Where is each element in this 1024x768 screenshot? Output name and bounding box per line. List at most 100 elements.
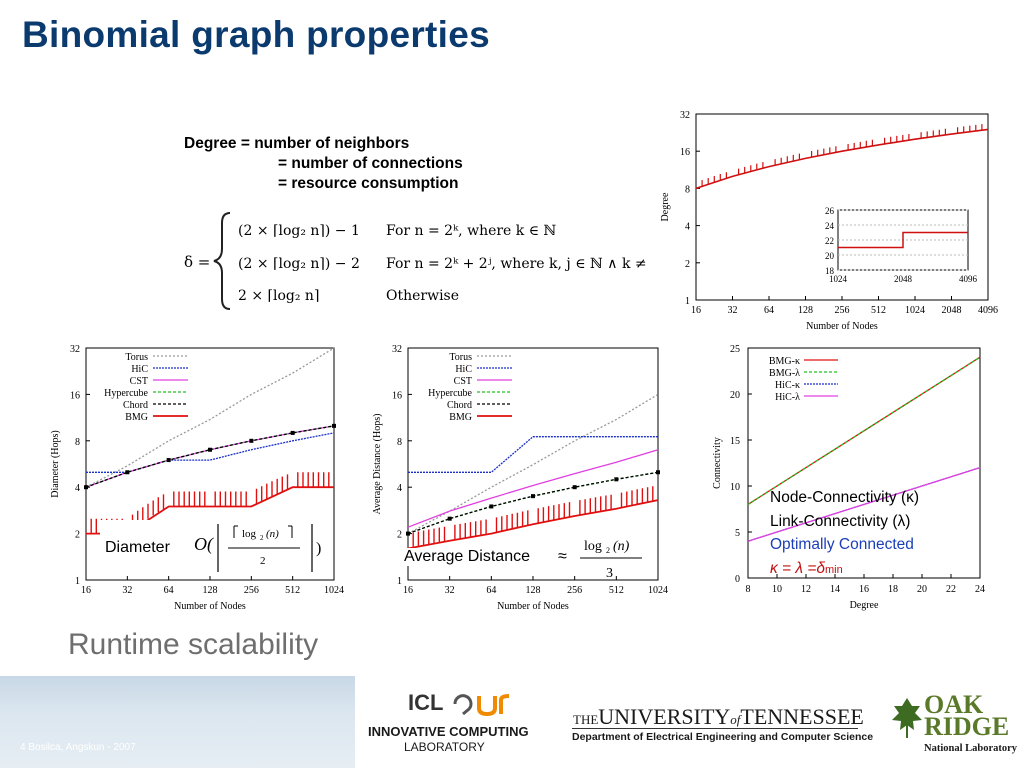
point-chord — [531, 494, 535, 499]
x-tick-label: 18 — [888, 584, 898, 595]
x-tick-label: 128 — [526, 585, 541, 596]
legend-label: CST — [130, 376, 148, 387]
y-tick-label: 32 — [392, 344, 402, 355]
ut-wordmark: THEUNIVERSITYofTENNESSEE — [573, 704, 864, 730]
legend-label: Torus — [125, 352, 148, 363]
legend-label: BMG — [125, 412, 148, 423]
y-tick-label: 0 — [735, 574, 740, 585]
point-chord — [290, 430, 295, 435]
y-tick-label: 8 — [685, 184, 690, 195]
ut-tennessee: TENNESSEE — [740, 704, 864, 729]
avgdist-formula: Average Distance ≈ log 2 (n) 3 — [402, 530, 652, 582]
legend-label: HiC — [131, 364, 148, 375]
legend-label: HiC — [455, 364, 472, 375]
degree-formula: δ = (2 × ⌈log₂ n⌉) − 1 For n = 2ᵏ, where… — [184, 212, 647, 310]
x-tick-label: 256 — [567, 585, 582, 596]
legend-label: BMG-κ — [769, 356, 800, 367]
formula-delta: δ = — [184, 253, 210, 271]
ut-university: UNIVERSITY — [598, 704, 731, 729]
legend-label: Torus — [449, 352, 472, 363]
diameter-o: O( — [194, 534, 213, 554]
y-tick-label: 2 — [397, 530, 402, 541]
inset-y-tick-label: 22 — [825, 236, 834, 246]
y-tick-label: 16 — [392, 390, 402, 401]
ut-divider — [572, 728, 858, 729]
series-hic — [408, 436, 658, 473]
connectivity-notes: Node-Connectivity (κ) Link-Connectivity … — [770, 486, 919, 582]
icl-logo: ICL — [408, 690, 513, 718]
x-tick-label: 512 — [285, 585, 300, 596]
legend-label: HiC-λ — [775, 392, 800, 403]
point-chord — [614, 477, 619, 482]
svg-text:2: 2 — [260, 534, 264, 542]
x-axis-label: Degree — [850, 600, 879, 611]
y-tick-label: 1 — [75, 576, 80, 587]
x-axis-label: Number of Nodes — [497, 601, 569, 612]
node-connectivity: Node-Connectivity (κ) — [770, 489, 920, 506]
series-cst — [85, 425, 335, 488]
point-chord — [332, 423, 336, 428]
degree-def-line3: = resource consumption — [278, 175, 459, 192]
point-chord — [166, 458, 171, 463]
ornl-ridge: RIDGE — [924, 712, 1010, 741]
svg-text:log: log — [584, 539, 602, 554]
legend-label: Hypercube — [428, 388, 472, 399]
kappa-eq-sub: min — [825, 563, 843, 576]
legend-label: BMG-λ — [769, 368, 800, 379]
point-chord — [125, 470, 130, 475]
point-chord — [84, 485, 88, 490]
ut-the: THE — [573, 712, 599, 727]
oak-leaf-icon — [892, 698, 922, 738]
x-tick-label: 256 — [244, 585, 259, 596]
x-tick-label: 16 — [691, 305, 701, 316]
x-tick-label: 20 — [917, 584, 927, 595]
point-chord — [406, 531, 410, 536]
series-cst — [407, 449, 659, 528]
point-chord — [572, 485, 577, 490]
formula-case-3-cond: Otherwise — [386, 288, 459, 304]
x-tick-label: 8 — [746, 584, 751, 595]
avgdist-label: Average Distance — [404, 548, 530, 566]
ut-dept: Department of Electrical Engineering and… — [572, 731, 874, 743]
x-axis-label: Number of Nodes — [806, 321, 878, 332]
diameter-label: Diameter — [105, 539, 170, 556]
svg-text:(n): (n) — [266, 528, 279, 540]
series-1 — [747, 356, 981, 505]
svg-text:2: 2 — [260, 555, 266, 567]
inset-x-tick-label: 4096 — [959, 274, 978, 284]
legend-label: CST — [454, 376, 472, 387]
y-tick-label: 15 — [730, 436, 740, 447]
point-chord — [208, 447, 212, 452]
y-axis-label: Connectivity — [712, 437, 723, 489]
y-tick-label: 1 — [685, 296, 690, 307]
degree-def-line2: = number of connections — [278, 155, 463, 172]
y-axis-label: Diameter (Hops) — [50, 430, 61, 497]
x-tick-label: 512 — [871, 305, 886, 316]
x-tick-label: 128 — [203, 585, 218, 596]
ut-of: of — [730, 712, 741, 727]
optimally-connected: Optimally Connected — [770, 536, 914, 553]
x-tick-label: 2048 — [942, 305, 962, 316]
x-tick-label: 16 — [403, 585, 413, 596]
x-tick-label: 64 — [164, 585, 174, 596]
ornl-oak: OAK — [924, 690, 984, 719]
series-3 — [747, 466, 981, 542]
formula-case-1-cond: For n = 2ᵏ, where k ∈ ℕ — [386, 223, 557, 239]
y-tick-label: 20 — [730, 390, 740, 401]
inset-series — [838, 231, 968, 249]
legend-label: HiC-κ — [775, 380, 800, 391]
series-chord — [85, 425, 335, 488]
footer-credit: 4 Bosilca, Angskun - 2007 — [20, 742, 136, 753]
diameter-chart: 16 32 64 128 256 512 1024 1 2 4 8 16 32 Number of Nod… — [50, 340, 350, 620]
x-tick-label: 10 — [772, 584, 782, 595]
degree-definition: Degree = number of neighbors = number of… — [184, 134, 463, 194]
diameter-formula: Diameter O( log 2 (n) 2 ) — [100, 520, 328, 576]
svg-text:3: 3 — [606, 566, 613, 581]
y-axis-label: Average Distance (Hops) — [372, 414, 383, 515]
y-tick-label: 4 — [75, 483, 80, 494]
inset-y-tick-label: 26 — [825, 206, 835, 216]
plot-frame — [695, 113, 989, 301]
x-tick-label: 256 — [835, 305, 850, 316]
approx-symbol: ≈ — [558, 548, 567, 565]
